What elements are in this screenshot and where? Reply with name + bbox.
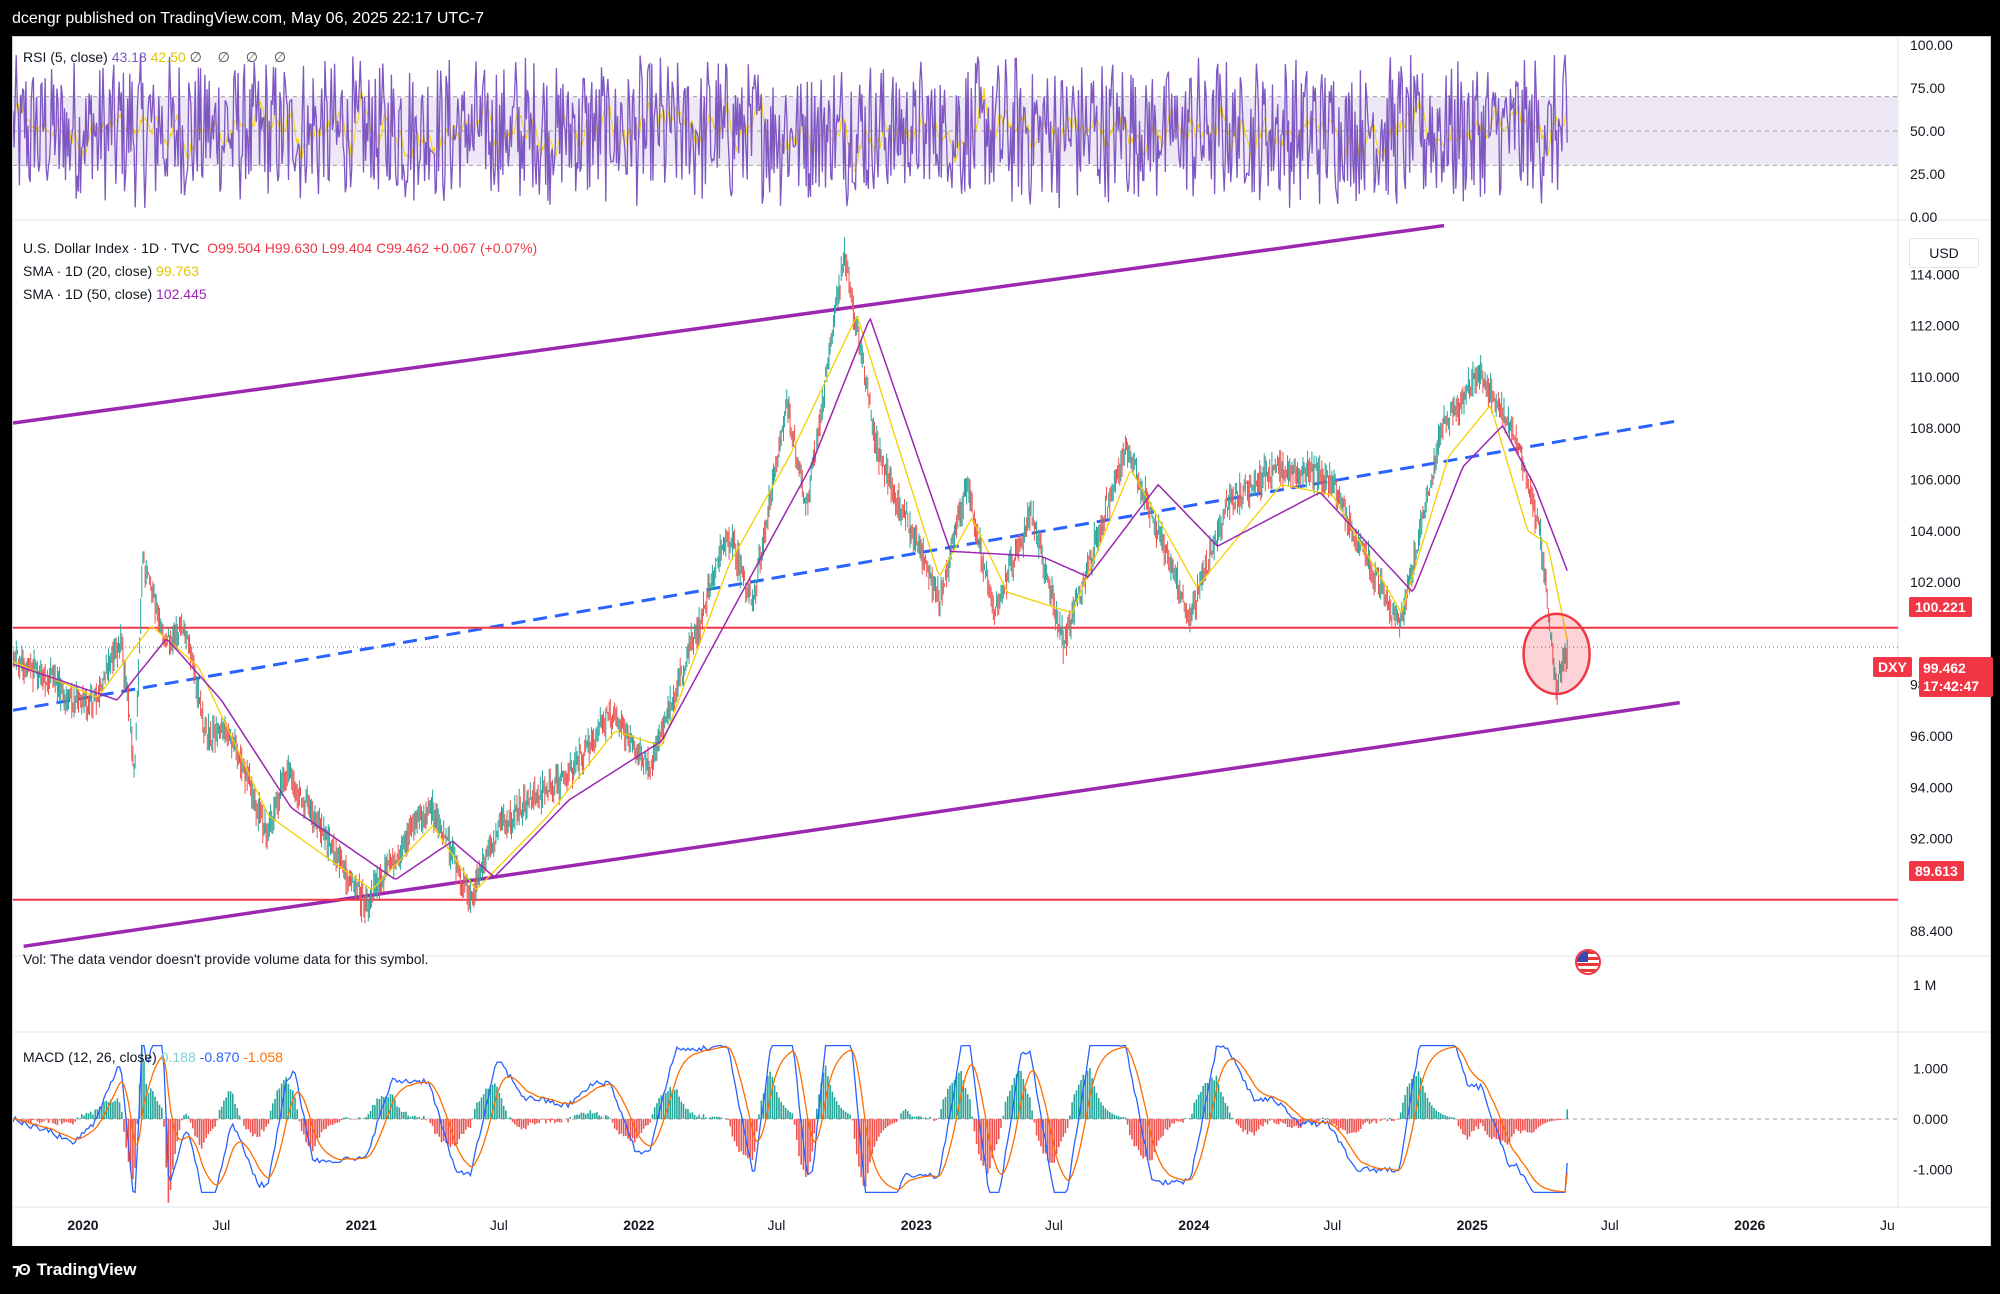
sma20-legend[interactable]: SMA · 1D (20, close) 99.763 bbox=[23, 263, 199, 279]
macd-legend[interactable]: MACD (12, 26, close) 0.188 -0.870 -1.058 bbox=[23, 1049, 283, 1065]
sma50-value: 102.445 bbox=[156, 286, 207, 302]
macd-value: -0.870 bbox=[199, 1049, 240, 1065]
ohlc-close: C99.462 bbox=[376, 240, 430, 256]
chart-canvas[interactable]: 100.00 75.00 50.00 25.00 0.00 114.000 112.000 1… bbox=[13, 37, 1990, 1246]
price-axis-label: 106.000 bbox=[1910, 471, 1961, 487]
price-axis-label: 94.000 bbox=[1910, 779, 1953, 795]
sma20-label: SMA · 1D (20, close) bbox=[23, 263, 153, 279]
time-axis-label: Ju bbox=[1880, 1217, 1895, 1233]
macd-axis-label: 0.000 bbox=[1913, 1111, 1948, 1127]
time-axis-label: 2021 bbox=[346, 1217, 377, 1233]
trendline-0 bbox=[13, 223, 1445, 425]
macd-axis-label: -1.000 bbox=[1913, 1162, 1953, 1178]
symbol-tag: DXY bbox=[1873, 657, 1912, 677]
footer-bar bbox=[0, 1246, 2000, 1294]
sma50-line bbox=[13, 317, 1568, 880]
macd-label: MACD (12, 26, close) bbox=[23, 1049, 157, 1065]
macd-hist-value: 0.188 bbox=[160, 1049, 196, 1065]
publisher-bar: dcengr published on TradingView.com, May… bbox=[0, 0, 2000, 36]
time-axis-label: Jul bbox=[490, 1217, 508, 1233]
time-axis-label: Jul bbox=[1601, 1217, 1619, 1233]
rsi-axis-label: 25.00 bbox=[1910, 166, 1945, 182]
rsi-label: RSI (5, close) bbox=[23, 49, 108, 65]
symbol-label: U.S. Dollar Index · 1D · TVC bbox=[23, 240, 200, 256]
macd-signal-value: -1.058 bbox=[243, 1049, 283, 1065]
price-axis-label: 108.000 bbox=[1910, 420, 1961, 436]
highlight-circle bbox=[1522, 612, 1591, 696]
price-axis-label: 92.000 bbox=[1910, 831, 1953, 847]
ohlc-high: H99.630 bbox=[264, 240, 318, 256]
macd-axis-label: 1.000 bbox=[1913, 1060, 1948, 1076]
time-axis-label: 2022 bbox=[623, 1217, 654, 1233]
sma50-legend[interactable]: SMA · 1D (50, close) 102.445 bbox=[23, 286, 207, 302]
currency-button[interactable]: USD bbox=[1909, 238, 1979, 268]
macd-histogram bbox=[13, 1046, 1568, 1203]
macd-line bbox=[13, 1044, 1568, 1194]
ohlc-change: +0.067 (+0.07%) bbox=[432, 240, 538, 256]
time-axis-label: 2020 bbox=[67, 1217, 98, 1233]
us-flag-icon[interactable] bbox=[1575, 949, 1601, 975]
rsi-value: 43.18 bbox=[111, 49, 147, 65]
price-axis-label: 104.000 bbox=[1910, 523, 1961, 539]
level-upper-tag: 100.221 bbox=[1909, 597, 1972, 617]
price-axis-label: 102.000 bbox=[1910, 574, 1961, 590]
trendline-1 bbox=[23, 700, 1681, 949]
price-axis-label: 114.000 bbox=[1910, 266, 1960, 282]
sma20-value: 99.763 bbox=[156, 263, 199, 279]
time-axis-label: 2026 bbox=[1734, 1217, 1765, 1233]
price-axis-label: 96.000 bbox=[1910, 728, 1953, 744]
rsi-legend[interactable]: RSI (5, close) 43.18 42.50 ∅ ∅ ∅ ∅ bbox=[23, 49, 292, 66]
chart-frame[interactable]: 100.00 75.00 50.00 25.00 0.00 114.000 112.000 1… bbox=[12, 36, 1993, 1247]
macd-signal-line bbox=[13, 1046, 1568, 1193]
symbol-legend[interactable]: U.S. Dollar Index · 1D · TVC O99.504 H99… bbox=[23, 240, 537, 256]
time-axis-label: Jul bbox=[1323, 1217, 1341, 1233]
volume-text: Vol: The data vendor doesn't provide vol… bbox=[23, 951, 429, 967]
trendline-2 bbox=[13, 419, 1681, 712]
sma20-line bbox=[13, 315, 1568, 891]
rsi-line bbox=[13, 53, 1568, 209]
time-axis-label: 2024 bbox=[1178, 1217, 1209, 1233]
flag-canton bbox=[1577, 951, 1588, 962]
sma50-label: SMA · 1D (50, close) bbox=[23, 286, 153, 302]
last-price-tag: 99.462 17:42:47 bbox=[1919, 657, 1993, 697]
price-axis-label: 110.000 bbox=[1910, 369, 1960, 385]
ohlc-low: L99.404 bbox=[321, 240, 373, 256]
rsi-axis-label: 50.00 bbox=[1910, 123, 1945, 139]
tradingview-logo[interactable]: ⁊ʘ TradingView bbox=[12, 1260, 136, 1280]
rsi-extra: ∅ ∅ ∅ ∅ bbox=[189, 49, 293, 65]
time-axis-label: 2025 bbox=[1457, 1217, 1488, 1233]
price-axis-label: 112.000 bbox=[1910, 318, 1960, 334]
volume-legend: Vol: The data vendor doesn't provide vol… bbox=[23, 951, 429, 967]
time-axis-label: Jul bbox=[212, 1217, 230, 1233]
last-price: 99.462 bbox=[1923, 660, 1966, 676]
level-lower-tag: 89.613 bbox=[1909, 861, 1964, 881]
price-axis-label: 88.400 bbox=[1910, 923, 1953, 939]
rsi-axis-label: 0.00 bbox=[1910, 209, 1937, 225]
tradingview-mark-icon: ⁊ʘ bbox=[12, 1262, 31, 1279]
publisher-text: dcengr published on TradingView.com, May… bbox=[12, 10, 484, 27]
rsi-axis-label: 75.00 bbox=[1910, 80, 1945, 96]
ohlc-open: O99.504 bbox=[207, 240, 261, 256]
tradingview-logo-text: TradingView bbox=[36, 1260, 137, 1279]
rsi-axis-label: 100.00 bbox=[1910, 37, 1953, 53]
countdown: 17:42:47 bbox=[1923, 678, 1980, 694]
rsi-ma-value: 42.50 bbox=[150, 49, 186, 65]
time-axis-label: Jul bbox=[1045, 1217, 1063, 1233]
volume-axis-label: 1 M bbox=[1913, 977, 1936, 993]
candles bbox=[13, 237, 1568, 924]
time-axis-label: Jul bbox=[767, 1217, 785, 1233]
time-axis-label: 2023 bbox=[901, 1217, 932, 1233]
